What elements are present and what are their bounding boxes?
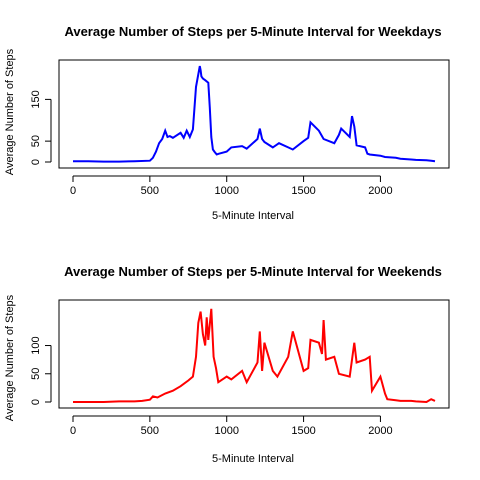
y-tick-label: 150 (30, 90, 42, 108)
x-tick-label: 1500 (291, 425, 315, 437)
x-tick-label: 1500 (291, 185, 315, 197)
x-tick-label: 500 (141, 185, 159, 197)
y-tick-label: 100 (30, 336, 42, 354)
y-tick-label: 0 (30, 399, 42, 405)
y-tick-label: 0 (30, 159, 42, 165)
chart-title: Average Number of Steps per 5-Minute Int… (64, 24, 441, 39)
x-tick-label: 0 (70, 425, 76, 437)
x-tick-label: 0 (70, 185, 76, 197)
axis-ticks: 0 500 1000 1500 2000 0 50 150 (30, 90, 393, 197)
y-tick-label: 50 (30, 368, 42, 380)
x-tick-label: 2000 (368, 185, 392, 197)
x-axis-label: 5-Minute Interval (212, 210, 294, 222)
weekday-steps-line (73, 65, 436, 163)
weekend-steps-line (73, 308, 436, 404)
y-tick-label: 50 (30, 135, 42, 147)
y-axis-label: Average Number of Steps (4, 294, 16, 421)
x-axis-label: 5-Minute Interval (212, 453, 294, 465)
x-tick-label: 500 (141, 425, 159, 437)
axis-ticks: 0 500 1000 1500 2000 0 50 100 (30, 336, 393, 437)
y-axis-label: Average Number of Steps (4, 48, 16, 175)
x-tick-label: 1000 (214, 185, 238, 197)
plot-box (58, 299, 450, 409)
weekday-chart: Average Number of Steps per 5-Minute Int… (4, 24, 450, 222)
x-tick-label: 2000 (368, 425, 392, 437)
plot-box (58, 59, 450, 169)
weekend-chart: Average Number of Steps per 5-Minute Int… (4, 264, 450, 465)
chart-title: Average Number of Steps per 5-Minute Int… (64, 264, 442, 279)
x-tick-label: 1000 (214, 425, 238, 437)
